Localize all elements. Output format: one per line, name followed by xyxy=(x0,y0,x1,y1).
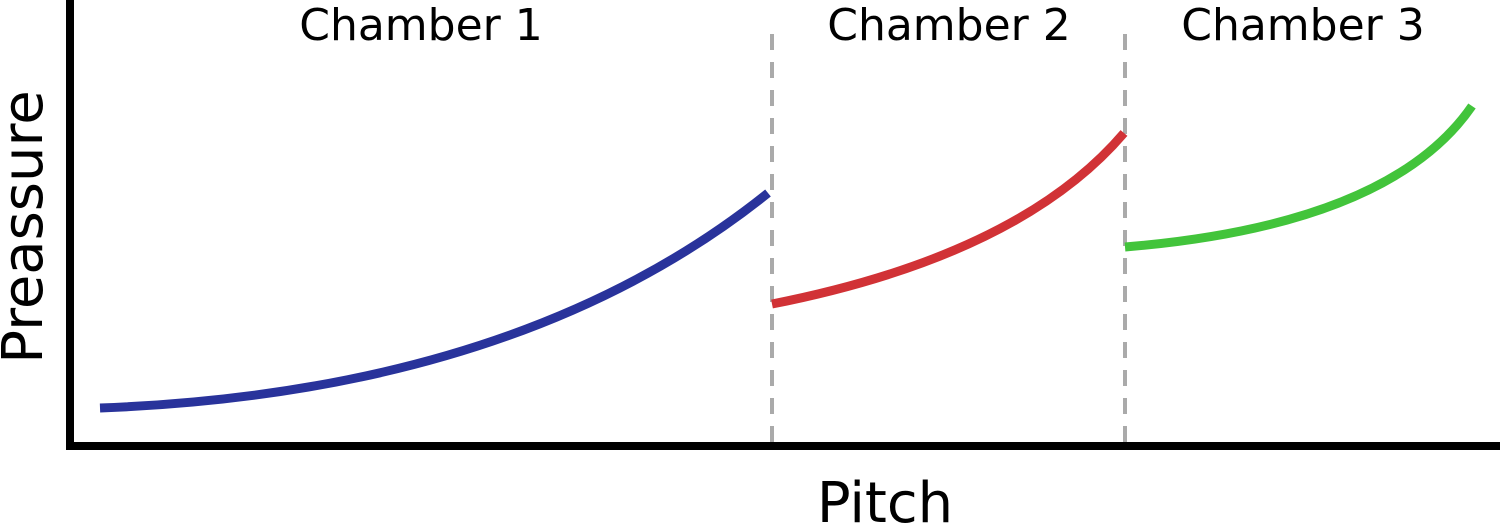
chamber-2-label: Chamber 2 xyxy=(827,0,1071,51)
y-axis-title: Preassure xyxy=(0,90,56,363)
chamber-3-curve xyxy=(1124,103,1476,252)
chamber-3-label: Chamber 3 xyxy=(1181,0,1425,51)
chamber-1-curve xyxy=(99,189,771,413)
x-axis-title: Pitch xyxy=(817,471,953,524)
chamber-1-label: Chamber 1 xyxy=(299,0,543,51)
chamber-2-curve xyxy=(771,130,1128,309)
